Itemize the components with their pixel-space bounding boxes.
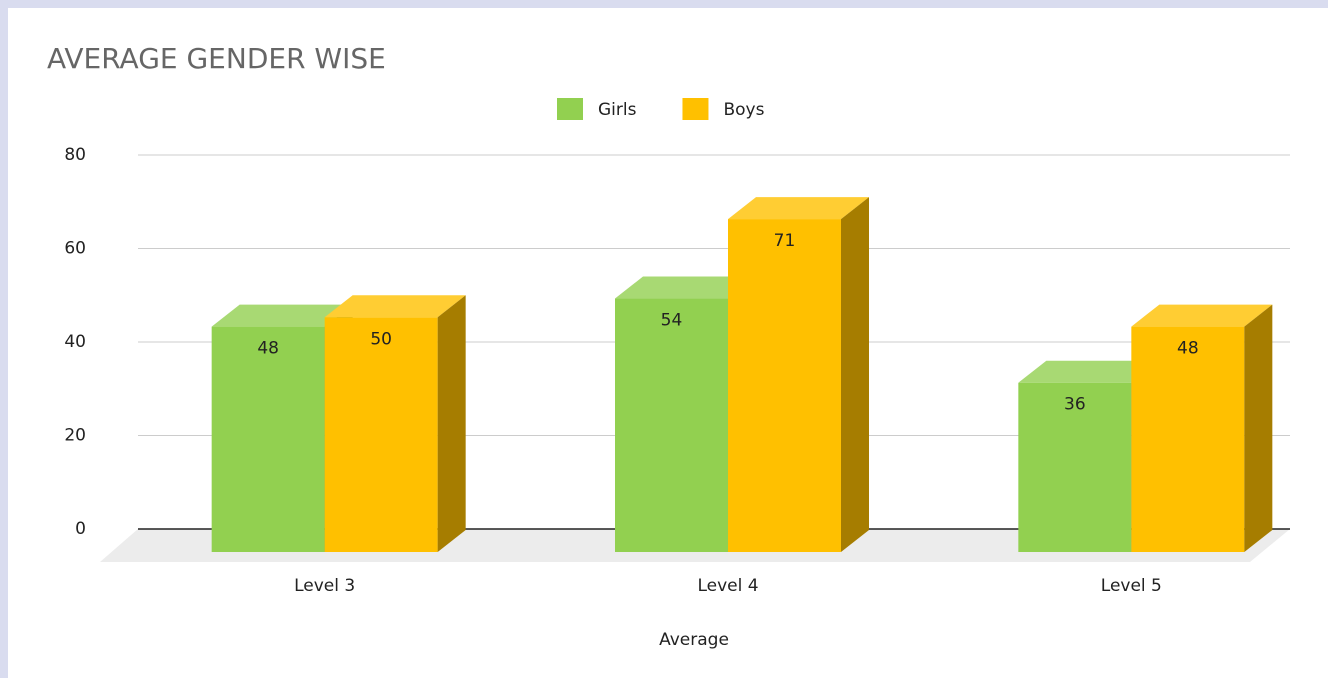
bar (615, 298, 728, 552)
legend-label: Girls (598, 100, 637, 120)
bar-side (437, 295, 466, 552)
bar (728, 219, 841, 552)
value-label: 48 (257, 339, 279, 359)
y-tick-label: 0 (75, 519, 86, 539)
value-label: 71 (774, 231, 796, 251)
chart-title: AVERAGE GENDER WISE (47, 42, 386, 75)
x-tick-label: Level 4 (697, 576, 758, 596)
x-tick-label: Level 5 (1101, 576, 1162, 596)
y-tick-label: 20 (64, 426, 86, 446)
bar (1131, 326, 1245, 552)
bar (1018, 382, 1132, 552)
bar-top (1131, 304, 1273, 327)
x-axis-label: Average (659, 630, 729, 650)
bar-top (728, 197, 869, 220)
bar-side (841, 197, 869, 552)
value-label: 54 (661, 311, 683, 331)
legend-label: Boys (723, 100, 764, 120)
value-label: 48 (1177, 339, 1199, 359)
bar-side (1244, 304, 1273, 552)
y-tick-label: 60 (64, 239, 86, 259)
bar (211, 326, 325, 552)
value-label: 36 (1064, 395, 1086, 415)
bar-top (615, 276, 756, 299)
panel: AVERAGE GENDER WISE Average 0 20 40 60 80 Gir… (8, 8, 1328, 678)
bar (324, 317, 438, 552)
value-label: 50 (370, 329, 392, 349)
y-tick-label: 80 (64, 145, 86, 165)
legend-swatch (557, 98, 583, 120)
y-tick-label: 40 (64, 332, 86, 352)
legend-swatch (682, 98, 709, 120)
x-tick-label: Level 3 (294, 576, 355, 596)
bar-top (211, 304, 353, 327)
bar-top (1018, 360, 1160, 383)
bar-top (324, 295, 466, 318)
